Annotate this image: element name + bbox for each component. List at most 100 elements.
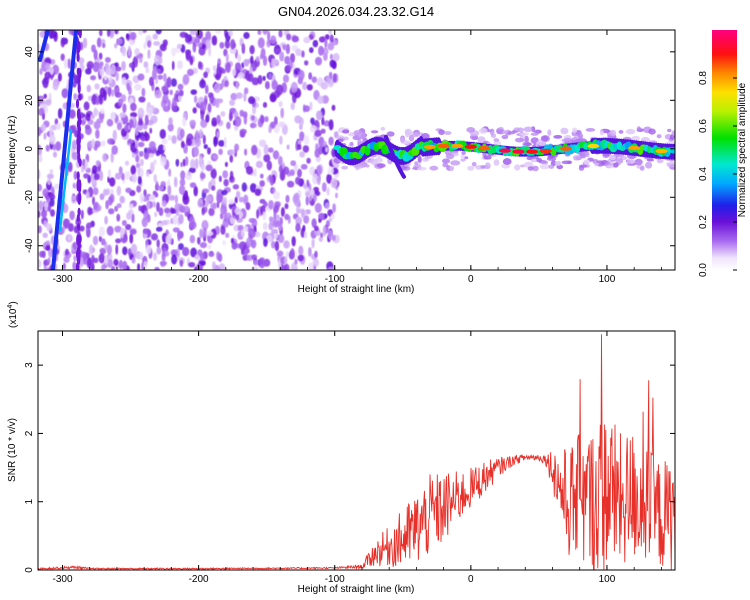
noise-blob	[262, 55, 268, 66]
noise-blob	[312, 39, 319, 48]
noise-blob	[251, 265, 259, 270]
noise-blob	[84, 124, 91, 130]
noise-blob	[57, 72, 63, 82]
band-halo	[471, 161, 477, 167]
noise-blob	[309, 125, 318, 133]
band-halo	[641, 136, 650, 143]
band-halo	[625, 128, 636, 135]
noise-stripe-blob	[76, 67, 80, 76]
band-halo	[360, 133, 367, 139]
noise-blob	[311, 76, 317, 83]
noise-blob	[135, 162, 141, 169]
noise-blob	[198, 155, 202, 166]
band-halo	[449, 165, 454, 171]
noise-blob	[277, 234, 285, 244]
noise-blob	[160, 181, 166, 187]
noise-blob	[171, 47, 176, 57]
spectrogram-x-label: Height of straight line (km)	[298, 284, 415, 295]
noise-blob	[327, 266, 335, 270]
noise-blob	[250, 239, 257, 249]
noise-blob	[200, 110, 205, 121]
noise-blob	[63, 58, 68, 69]
band-halo	[541, 160, 548, 165]
band-hotspot	[560, 146, 573, 151]
noise-blob	[139, 193, 145, 203]
noise-blob	[284, 55, 291, 65]
noise-blob	[235, 213, 240, 221]
noise-blob	[100, 108, 105, 114]
noise-blob	[170, 249, 178, 256]
spectrogram-x-axis: -300 -200 -100 0 100	[52, 30, 662, 285]
noise-blob	[154, 211, 158, 218]
noise-blob	[114, 43, 118, 49]
noise-blob	[267, 147, 274, 153]
noise-blob	[158, 207, 164, 217]
noise-blob	[258, 257, 266, 269]
noise-blob	[218, 263, 226, 270]
noise-blob	[42, 77, 49, 89]
noise-blob	[40, 123, 47, 132]
noise-blob	[272, 59, 279, 65]
noise-blob	[250, 115, 255, 121]
x-tick-label: 0	[468, 274, 474, 285]
noise-blob	[138, 30, 144, 36]
noise-blob	[45, 144, 50, 152]
noise-blob	[198, 128, 203, 139]
noise-blob	[153, 159, 157, 166]
noise-blob	[168, 117, 173, 125]
band-hotspot	[655, 148, 668, 154]
band-halo	[540, 135, 550, 142]
noise-blob	[208, 207, 215, 217]
band-halo	[599, 129, 605, 136]
noise-blob	[111, 89, 115, 97]
noise-blob	[45, 245, 51, 251]
band-hotspot	[437, 143, 450, 149]
noise-blob	[38, 183, 43, 192]
snr-x-label: Height of straight line (km)	[298, 584, 415, 595]
noise-blob	[143, 189, 147, 198]
noise-blob	[121, 220, 127, 226]
noise-blob	[91, 138, 95, 148]
noise-blob	[141, 217, 148, 228]
band-halo	[408, 134, 415, 142]
noise-blob	[316, 175, 321, 186]
noise-blob	[107, 86, 112, 97]
band-halo	[422, 157, 429, 162]
noise-blob	[165, 212, 172, 218]
noise-blob	[106, 118, 114, 127]
noise-blob	[332, 53, 340, 62]
noise-blob	[264, 116, 269, 123]
band-core	[670, 147, 675, 154]
noise-blob	[129, 233, 134, 244]
noise-blob	[184, 156, 189, 167]
noise-blob	[303, 36, 311, 44]
band-halo	[615, 157, 624, 164]
band-halo	[583, 159, 591, 165]
noise-blob	[121, 46, 127, 57]
noise-blob	[39, 68, 43, 75]
noise-blob	[68, 109, 76, 119]
noise-blob	[306, 179, 310, 187]
noise-blob	[247, 73, 254, 82]
noise-blob	[124, 171, 131, 180]
noise-blob	[273, 191, 281, 200]
band-halo	[553, 135, 563, 139]
noise-blob	[125, 187, 132, 193]
noise-stripe-blob	[77, 118, 81, 129]
noise-blob	[273, 205, 279, 214]
noise-blob	[230, 39, 236, 50]
y-tick-label: 20	[24, 94, 35, 106]
noise-blob	[244, 148, 248, 156]
y-tick-label: -40	[24, 238, 35, 253]
noise-blob	[251, 144, 258, 156]
noise-blob	[73, 170, 78, 180]
noise-blob	[116, 203, 122, 209]
noise-blob	[61, 88, 69, 99]
noise-blob	[311, 238, 315, 249]
noise-blob	[179, 178, 186, 187]
noise-blob	[138, 96, 146, 103]
noise-blob	[129, 119, 134, 129]
band-halo	[634, 161, 643, 165]
noise-blob	[235, 81, 239, 90]
band-halo	[609, 154, 616, 161]
